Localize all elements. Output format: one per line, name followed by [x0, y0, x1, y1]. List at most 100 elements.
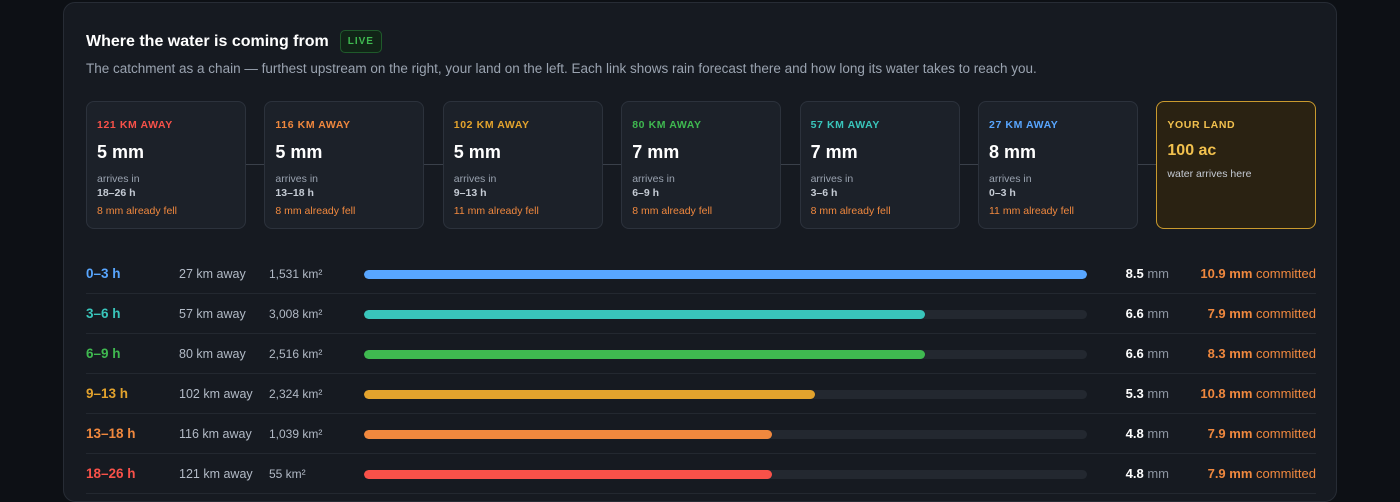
card-distance: 102 KM AWAY — [453, 119, 530, 131]
card-arrival-range: 0–3 h — [989, 187, 1016, 199]
table-row[interactable]: 3–6 h 57 km away 3,008 km² 6.6 mm 7.9 mm com… — [86, 294, 1316, 334]
row-bar-fill — [364, 430, 773, 439]
row-rain-value: 4.8 — [1125, 426, 1144, 441]
row-time-range: 0–3 h — [86, 266, 121, 281]
row-area: 1,531 km² — [269, 267, 323, 281]
card-rain: 7 mm — [632, 142, 680, 162]
row-rain-value: 5.3 — [1125, 386, 1144, 401]
table-row[interactable]: 6–9 h 80 km away 2,516 km² 6.6 mm 8.3 mm com… — [86, 334, 1316, 374]
catchment-chain: 121 KM AWAY 5 mm arrives in 18–26 h 8 mm alr… — [86, 101, 1317, 229]
row-bar-track — [364, 350, 1087, 359]
row-rain-unit: mm — [1147, 386, 1169, 401]
row-committed-value: 7.9 mm — [1207, 306, 1253, 321]
land-area: 100 ac — [1167, 142, 1217, 159]
row-time-range: 6–9 h — [86, 346, 121, 361]
row-distance: 121 km away — [179, 467, 253, 481]
row-time-range: 13–18 h — [86, 426, 136, 441]
chain-connector — [781, 164, 800, 165]
row-distance: 116 km away — [179, 427, 252, 441]
card-distance: 27 KM AWAY — [989, 119, 1059, 131]
row-rain-value: 6.6 — [1125, 306, 1144, 321]
row-committed-value: 8.3 mm — [1207, 346, 1253, 361]
card-arrival-range: 13–18 h — [275, 187, 314, 199]
chain-connector — [424, 164, 443, 165]
card-arrival-range: 3–6 h — [810, 187, 838, 199]
land-sub: water arrives here — [1167, 168, 1252, 180]
row-bar-track — [364, 430, 1087, 439]
chain-connector — [246, 164, 265, 165]
row-rain-value: 8.5 — [1125, 266, 1144, 281]
row-bar-fill — [364, 310, 926, 319]
row-bar-fill — [364, 390, 816, 399]
card-arrives-label: arrives in — [989, 173, 1032, 185]
row-committed: 7.9 mm committed — [1208, 306, 1316, 321]
row-rain: 4.8 mm — [1126, 426, 1169, 441]
row-committed: 10.8 mm committed — [1200, 386, 1316, 401]
row-bar-fill — [364, 470, 773, 479]
live-badge: LIVE — [339, 30, 382, 53]
row-rain-unit: mm — [1147, 306, 1169, 321]
panel-title: Where the water is coming from — [86, 32, 329, 50]
row-bar-fill — [364, 270, 1087, 279]
row-area: 3,008 km² — [269, 307, 323, 321]
card-arrives-label: arrives in — [453, 173, 497, 185]
card-already-fell: 8 mm already fell — [97, 205, 177, 217]
card-distance: 57 KM AWAY — [810, 119, 881, 131]
card-arrival-range: 9–13 h — [453, 187, 487, 199]
row-rain: 5.3 mm — [1126, 386, 1169, 401]
card-arrival-range: 18–26 h — [97, 187, 136, 199]
row-committed-value: 7.9 mm — [1207, 426, 1253, 441]
chain-card[interactable]: 102 KM AWAY 5 mm arrives in 9–13 h 11 mm alr… — [442, 101, 603, 229]
row-bar-fill — [364, 350, 926, 359]
row-time-range: 9–13 h — [86, 386, 129, 401]
card-distance: 80 KM AWAY — [632, 119, 702, 131]
row-committed-label: committed — [1256, 386, 1316, 401]
row-rain-value: 6.6 — [1125, 346, 1144, 361]
card-rain: 7 mm — [810, 142, 858, 162]
row-committed-label: committed — [1256, 346, 1316, 361]
row-area: 2,324 km² — [269, 387, 323, 401]
row-bar-track — [364, 310, 1087, 319]
table-row[interactable]: 18–26 h 121 km away 55 km² 4.8 mm 7.9 mm com… — [86, 454, 1316, 494]
card-distance: 116 KM AWAY — [275, 119, 351, 131]
row-bar-track — [364, 390, 1087, 399]
row-committed-label: committed — [1256, 426, 1316, 441]
table-row[interactable]: 0–3 h 27 km away 1,531 km² 8.5 mm 10.9 mm co… — [86, 254, 1316, 294]
card-arrives-label: arrives in — [632, 173, 675, 185]
card-arrives-label: arrives in — [97, 173, 140, 185]
chain-card[interactable]: 80 KM AWAY 7 mm arrives in 6–9 h 8 mm alread… — [621, 101, 782, 229]
chain-connector — [959, 164, 978, 165]
row-rain: 8.5 mm — [1126, 266, 1169, 281]
card-rain: 5 mm — [275, 142, 323, 162]
row-distance: 102 km away — [179, 387, 253, 401]
card-arrives-label: arrives in — [275, 173, 318, 185]
row-committed: 8.3 mm committed — [1208, 346, 1316, 361]
row-bar-track — [364, 470, 1087, 479]
table-row[interactable]: 9–13 h 102 km away 2,324 km² 5.3 mm 10.8 mm … — [86, 374, 1316, 414]
card-arrival-range: 6–9 h — [632, 187, 660, 199]
catchment-panel: Where the water is coming from LIVE The … — [63, 2, 1337, 502]
row-rain: 6.6 mm — [1126, 306, 1169, 321]
row-rain-unit: mm — [1147, 426, 1169, 441]
chain-connector — [1138, 164, 1157, 165]
row-rain-unit: mm — [1147, 346, 1169, 361]
row-area: 1,039 km² — [269, 427, 323, 441]
row-committed-label: committed — [1256, 306, 1316, 321]
your-land-card[interactable]: YOUR LAND 100 ac water arrives here — [1156, 101, 1317, 229]
card-already-fell: 11 mm already fell — [453, 205, 539, 217]
row-committed: 10.9 mm committed — [1200, 266, 1316, 281]
card-distance: 121 KM AWAY — [97, 119, 173, 131]
row-rain: 6.6 mm — [1126, 346, 1169, 361]
row-committed: 7.9 mm committed — [1208, 426, 1316, 441]
table-row[interactable]: 13–18 h 116 km away 1,039 km² 4.8 mm 7.9 mm … — [86, 414, 1316, 454]
card-already-fell: 11 mm already fell — [989, 205, 1075, 217]
card-arrives-label: arrives in — [810, 173, 854, 185]
chain-card[interactable]: 57 KM AWAY 7 mm arrives in 3–6 h 8 mm alread… — [799, 101, 960, 229]
row-area: 55 km² — [269, 467, 306, 481]
chain-card[interactable]: 121 KM AWAY 5 mm arrives in 18–26 h 8 mm alr… — [86, 101, 246, 229]
land-label: YOUR LAND — [1167, 119, 1236, 131]
row-bar-track — [364, 270, 1087, 279]
chain-card[interactable]: 116 KM AWAY 5 mm arrives in 13–18 h 8 mm alr… — [264, 101, 425, 229]
chain-card[interactable]: 27 KM AWAY 8 mm arrives in 0–3 h 11 mm alrea… — [978, 101, 1138, 229]
card-rain: 5 mm — [97, 142, 145, 162]
